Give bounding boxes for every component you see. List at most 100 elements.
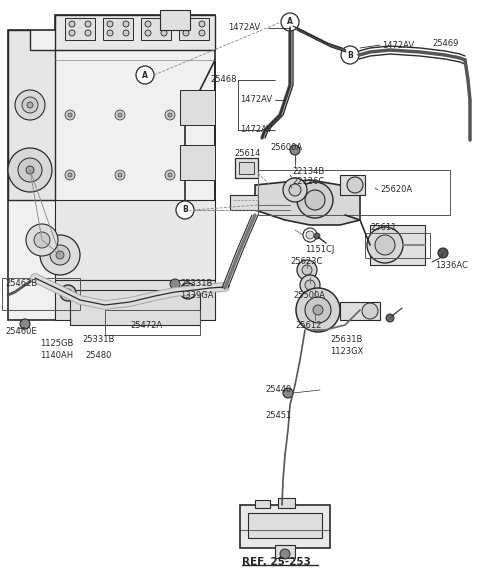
Circle shape [297, 182, 333, 218]
Circle shape [40, 235, 80, 275]
Circle shape [180, 283, 196, 299]
Circle shape [15, 90, 45, 120]
Text: 25611: 25611 [370, 223, 396, 232]
Text: B: B [182, 206, 188, 215]
Text: 1151CJ: 1151CJ [305, 245, 335, 254]
Text: 25468: 25468 [210, 76, 237, 85]
Text: 25469: 25469 [432, 40, 458, 48]
Bar [141, 18, 171, 40]
Bar [179, 18, 209, 40]
Circle shape [386, 314, 394, 322]
Circle shape [176, 201, 194, 219]
Circle shape [313, 305, 323, 315]
Circle shape [305, 280, 315, 290]
Text: 25331B: 25331B [82, 336, 114, 345]
Text: 1472AV: 1472AV [228, 23, 260, 32]
Circle shape [161, 30, 167, 36]
Bar [278, 498, 295, 508]
Text: 1123GX: 1123GX [330, 348, 363, 357]
Text: 25631B: 25631B [330, 336, 362, 345]
Circle shape [297, 260, 317, 280]
Text: 1472AV: 1472AV [240, 126, 272, 135]
Bar [65, 18, 95, 40]
Bar [240, 505, 330, 548]
Circle shape [303, 228, 317, 242]
Circle shape [183, 21, 189, 27]
Polygon shape [8, 15, 215, 320]
Bar [2, 278, 80, 310]
Circle shape [26, 166, 34, 174]
Circle shape [65, 170, 75, 180]
Circle shape [305, 297, 331, 323]
Circle shape [107, 30, 113, 36]
Text: B: B [347, 51, 353, 60]
Circle shape [305, 190, 325, 210]
Text: 1472AV: 1472AV [240, 95, 272, 105]
Bar [70, 290, 200, 325]
Circle shape [69, 30, 75, 36]
Polygon shape [8, 30, 55, 200]
Circle shape [199, 30, 205, 36]
Circle shape [302, 265, 312, 275]
Circle shape [283, 388, 293, 398]
Circle shape [281, 13, 299, 31]
Bar [258, 170, 450, 215]
Bar [160, 10, 190, 30]
Circle shape [161, 21, 167, 27]
Circle shape [18, 158, 42, 182]
Circle shape [170, 279, 180, 289]
Bar [180, 145, 215, 180]
Circle shape [115, 170, 125, 180]
Circle shape [107, 21, 113, 27]
Circle shape [27, 102, 33, 108]
Text: 25440: 25440 [265, 386, 291, 395]
Bar [248, 513, 322, 538]
Bar [105, 310, 200, 335]
Circle shape [341, 46, 359, 64]
Text: 25623C: 25623C [290, 257, 323, 266]
Bar [255, 500, 270, 508]
Circle shape [136, 66, 154, 84]
Text: 25451: 25451 [265, 411, 291, 420]
Circle shape [115, 110, 125, 120]
Text: 1339GA: 1339GA [180, 290, 214, 299]
Text: 25460E: 25460E [5, 328, 36, 336]
Circle shape [306, 231, 314, 239]
Text: 25331B: 25331B [180, 278, 212, 287]
Circle shape [22, 97, 38, 113]
Circle shape [296, 288, 340, 332]
Text: 25600A: 25600A [270, 144, 302, 152]
Bar [230, 195, 258, 210]
Bar [275, 545, 295, 558]
Circle shape [85, 21, 91, 27]
Circle shape [289, 184, 301, 196]
Circle shape [362, 303, 378, 319]
Text: 1336AC: 1336AC [435, 261, 468, 269]
Circle shape [65, 110, 75, 120]
Bar [55, 200, 215, 280]
Text: 25500A: 25500A [293, 290, 325, 299]
Circle shape [118, 173, 122, 177]
Bar [180, 200, 215, 235]
Circle shape [314, 233, 320, 239]
Text: 25480: 25480 [85, 350, 111, 360]
Bar [340, 175, 365, 195]
Polygon shape [55, 15, 215, 50]
Bar [239, 162, 254, 174]
Circle shape [290, 145, 300, 155]
Circle shape [60, 285, 76, 301]
Circle shape [26, 224, 58, 256]
Circle shape [184, 287, 192, 295]
Text: 25612: 25612 [295, 320, 322, 329]
Text: 1125GB: 1125GB [40, 340, 73, 349]
Bar [180, 90, 215, 125]
Circle shape [64, 289, 72, 297]
Bar [103, 18, 133, 40]
Bar [235, 158, 258, 178]
Circle shape [50, 245, 70, 265]
Text: 1140AH: 1140AH [40, 350, 73, 360]
Circle shape [280, 549, 290, 559]
Circle shape [56, 251, 64, 259]
Circle shape [85, 30, 91, 36]
Bar [55, 280, 215, 320]
